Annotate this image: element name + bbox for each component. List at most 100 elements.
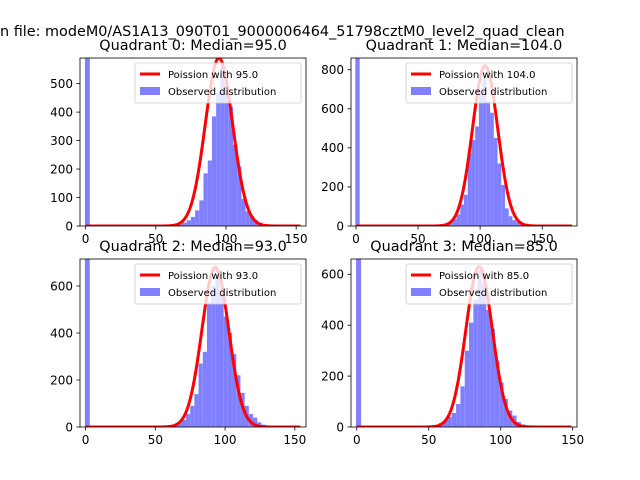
- x-tick-label-1-100: 100: [469, 232, 492, 246]
- y-tick-label-0-400: 400: [50, 105, 73, 119]
- x-tick-label-3-150: 150: [561, 433, 584, 447]
- hist-bar-1-16: [504, 208, 509, 226]
- hist-bar-1-19: [516, 222, 520, 226]
- hist-bar-2-14: [232, 354, 237, 427]
- hist-bar-3-12: [486, 309, 491, 427]
- x-tick-label-1-50: 50: [410, 232, 425, 246]
- hist-bar-0-8: [207, 160, 212, 226]
- subplot-1: 0 50 100 150 0 200 400 600 800 Quadrant 1: Median…: [321, 38, 578, 246]
- x-tick-label-2-0: 0: [82, 433, 90, 447]
- legend-label-poisson-0: Poission with 95.0: [168, 70, 258, 81]
- hist-bar-zero-1: [355, 58, 360, 226]
- subplot-0: 0 50 100 150 0 100 200 300 400 500 Quadrant 0: Med…: [50, 38, 308, 246]
- legend-patch-swatch-0: [140, 87, 160, 95]
- legend-frame-1: [405, 62, 573, 104]
- legend-patch-swatch-2: [140, 288, 160, 296]
- subplot-title-2: Quadrant 2: Median=93.0: [99, 239, 287, 255]
- y-tick-label-0-500: 500: [50, 77, 73, 91]
- hist-bar-0-15: [237, 166, 242, 226]
- y-tick-label-3-400: 400: [321, 318, 344, 332]
- hist-bar-2-13: [227, 333, 233, 427]
- hist-bar-0-13: [228, 106, 234, 226]
- y-tick-label-3-200: 200: [321, 369, 344, 383]
- hist-bar-0-10: [216, 92, 221, 226]
- x-tick-label-0-50: 50: [148, 232, 163, 246]
- hist-bar-0-3: [186, 220, 191, 226]
- x-tick-label-3-100: 100: [489, 433, 512, 447]
- hist-bar-1-4: [460, 204, 464, 226]
- axes-frame-1: [350, 57, 578, 227]
- y-tick-label-1-200: 200: [321, 180, 344, 194]
- hist-bar-2-20: [257, 422, 262, 427]
- hist-bar-1-15: [501, 184, 505, 226]
- y-tick-label-0-0: 0: [65, 219, 73, 233]
- legend-0: Poission with 95.0 Observed distribution: [134, 62, 302, 104]
- axes-frame-2: [79, 258, 307, 428]
- hist-bar-3-6: [460, 386, 465, 427]
- hist-bar-3-10: [477, 270, 482, 427]
- subplot-2: 0 50 100 150 0 200 400 600 Quadrant 2: Median=93…: [50, 239, 307, 447]
- hist-bar-3-7: [464, 350, 470, 427]
- hist-bar-0-17: [245, 211, 250, 226]
- hist-bar-2-4: [190, 405, 195, 427]
- hist-bar-3-15: [499, 382, 504, 427]
- y-tick-label-3-600: 600: [321, 268, 344, 282]
- x-tick-label-2-150: 150: [283, 433, 306, 447]
- legend-label-observed-3: Observed distribution: [439, 288, 547, 299]
- y-tick-label-2-200: 200: [50, 373, 73, 387]
- hist-bar-1-9: [478, 93, 483, 226]
- hist-bar-2-15: [236, 375, 241, 427]
- y-tick-label-2-600: 600: [50, 279, 73, 293]
- y-tick-label-0-200: 200: [50, 162, 73, 176]
- legend-frame-0: [134, 62, 302, 104]
- hist-bar-1-17: [508, 216, 513, 226]
- x-tick-label-2-50: 50: [148, 433, 163, 447]
- hist-bar-1-14: [497, 163, 502, 226]
- hist-bar-1-7: [471, 140, 476, 226]
- hist-bar-3-14: [494, 360, 500, 427]
- legend-1: Poission with 104.0 Observed distribution: [405, 62, 573, 104]
- hist-bar-1-8: [475, 126, 479, 226]
- hist-bar-3-5: [456, 404, 461, 427]
- x-tick-label-0-0: 0: [82, 232, 90, 246]
- legend-label-observed-2: Observed distribution: [168, 288, 276, 299]
- y-tick-label-3-0: 0: [336, 420, 344, 434]
- legend-label-poisson-3: Poission with 85.0: [439, 271, 529, 282]
- legend-label-poisson-1: Poission with 104.0: [439, 70, 535, 81]
- hist-bar-0-18: [249, 216, 255, 226]
- legend-patch-swatch-3: [411, 288, 431, 296]
- y-tick-label-0-100: 100: [50, 191, 73, 205]
- legend-label-observed-1: Observed distribution: [439, 87, 547, 98]
- hist-bar-0-7: [203, 173, 208, 226]
- subplot-title-1: Quadrant 1: Median=104.0: [366, 38, 563, 54]
- hist-bar-3-8: [469, 322, 474, 427]
- x-tick-label-2-100: 100: [214, 433, 237, 447]
- hist-bar-3-16: [503, 399, 508, 427]
- hist-bar-0-14: [233, 144, 238, 226]
- hist-bar-1-2: [452, 219, 457, 226]
- figure-suptitle: n file: modeM0/AS1A13_090T01_9000006464_…: [0, 24, 565, 40]
- hist-bar-0-2: [182, 222, 187, 226]
- hist-bar-2-3: [186, 414, 191, 427]
- hist-bar-0-5: [195, 210, 200, 226]
- subplot-3: 0 50 100 150 0 200 400 600 Quadrant 3: Median=85…: [321, 239, 584, 447]
- hist-bar-0-1: [178, 223, 183, 226]
- hist-bar-0-11: [220, 63, 225, 226]
- hist-bar-2-12: [223, 316, 228, 427]
- hist-bar-1-6: [467, 152, 472, 226]
- hist-bar-1-11: [486, 100, 491, 226]
- poisson-line-0: [84, 58, 302, 226]
- hist-bar-2-9: [211, 286, 216, 427]
- plot-area-3: [355, 259, 573, 427]
- hist-bar-1-3: [456, 214, 461, 226]
- hist-bar-3-3: [447, 416, 452, 427]
- y-tick-label-0-300: 300: [50, 134, 73, 148]
- plot-area-0: [84, 58, 302, 226]
- hist-bar-2-2: [181, 419, 187, 427]
- hist-bar-2-6: [198, 363, 203, 427]
- y-tick-label-1-800: 800: [321, 63, 344, 77]
- hist-bar-2-19: [252, 417, 258, 427]
- legend-3: Poission with 85.0 Observed distribution: [405, 263, 573, 305]
- y-tick-label-1-600: 600: [321, 102, 344, 116]
